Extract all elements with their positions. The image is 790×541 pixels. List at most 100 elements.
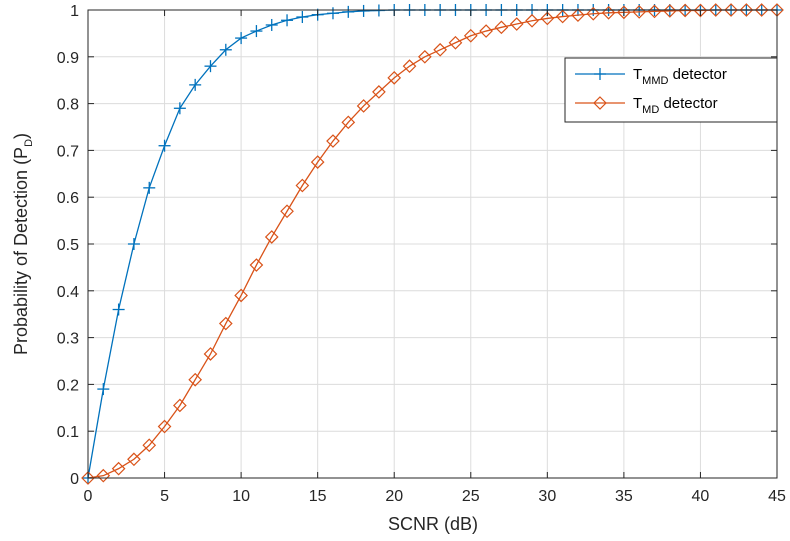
- legend-label-tmmd-tail: detector: [668, 66, 726, 83]
- data-point-tmd: [295, 178, 310, 193]
- data-point-tmd: [509, 17, 524, 31]
- data-point-tmd: [387, 71, 402, 85]
- legend: TMMD detector TMD detector: [564, 57, 778, 123]
- y-axis-title-sub: D: [23, 139, 35, 147]
- data-point-tmmd: [219, 43, 232, 56]
- data-point-tmmd: [250, 25, 263, 38]
- y-tick-label: 0.2: [57, 377, 79, 394]
- y-axis-title-main: Probability of Detection (P: [11, 147, 31, 355]
- data-point-tmd: [601, 5, 616, 20]
- x-tick-label: 30: [538, 488, 556, 505]
- data-point-tmmd: [158, 139, 171, 152]
- legend-marker-shape-tmmd: [594, 68, 606, 80]
- data-point-tmd: [693, 3, 708, 18]
- y-tick-label: 1: [70, 3, 79, 20]
- legend-label-tmmd-main: T: [633, 66, 642, 83]
- x-tick-label: 25: [462, 488, 480, 505]
- data-point-tmd: [111, 461, 126, 476]
- y-tick-label: 0.6: [57, 190, 79, 207]
- y-tick-label: 0.8: [57, 97, 79, 114]
- data-point-tmd: [555, 9, 570, 24]
- data-point-tmmd: [357, 4, 370, 17]
- data-point-tmd: [708, 3, 723, 17]
- data-point-tmmd: [281, 14, 294, 27]
- x-tick-label: 0: [84, 488, 93, 505]
- y-tick-label: 0.9: [57, 50, 79, 67]
- legend-marker-tmd: [593, 96, 607, 110]
- x-tick-label: 45: [768, 488, 786, 505]
- data-point-tmmd: [127, 238, 140, 250]
- data-point-tmd: [218, 316, 233, 331]
- x-axis-title: SCNR (dB): [388, 514, 478, 534]
- data-point-tmd: [586, 6, 601, 21]
- data-point-tmd: [264, 230, 279, 244]
- data-point-tmmd: [189, 78, 202, 91]
- data-point-tmmd: [97, 383, 110, 396]
- data-point-tmd: [96, 468, 111, 483]
- data-point-tmd: [173, 398, 187, 413]
- data-point-tmd: [724, 3, 738, 17]
- legend-label-tmmd: TMMD detector: [633, 66, 727, 87]
- y-axis-title-tail: ): [11, 133, 31, 139]
- data-point-tmd: [234, 288, 248, 303]
- data-point-tmmd: [342, 5, 355, 18]
- tick-labels: 0 5 10 15 20 25 30 35 40 45 0 0.1 0.2 0.3 0.4 0.5 0.6 0.7…: [57, 3, 786, 505]
- y-tick-label: 0.1: [57, 424, 79, 441]
- data-point-tmd: [402, 59, 417, 74]
- legend-marker-tmmd: [594, 68, 606, 80]
- legend-box: [564, 57, 778, 123]
- series-line-tmd: [87, 9, 777, 479]
- data-point-tmd: [326, 134, 340, 148]
- data-point-tmd: [157, 419, 172, 434]
- x-tick-label: 10: [232, 488, 250, 505]
- data-point-tmd: [341, 115, 356, 130]
- data-point-tmd: [754, 3, 769, 17]
- y-tick-label: 0: [70, 471, 79, 488]
- y-tick-label: 0.4: [57, 284, 79, 301]
- data-point-tmmd: [112, 303, 125, 316]
- data-point-tmd: [188, 372, 203, 387]
- data-point-tmmd: [143, 181, 156, 194]
- x-tick-label: 20: [385, 488, 403, 505]
- x-tick-label: 5: [160, 488, 169, 505]
- legend-label-tmd-sub: MD: [642, 104, 659, 116]
- data-point-tmd: [647, 4, 662, 19]
- axis-ticks: [87, 9, 778, 479]
- data-point-tmmd: [204, 60, 217, 73]
- data-point-tmd: [356, 99, 371, 113]
- x-tick-label: 15: [309, 488, 327, 505]
- data-point-tmd: [142, 438, 157, 453]
- data-point-tmd: [540, 11, 555, 26]
- data-point-tmd: [433, 42, 448, 57]
- x-tick-label: 40: [692, 488, 710, 505]
- data-point-tmmd: [326, 7, 339, 20]
- data-point-tmmd: [265, 18, 278, 31]
- data-point-tmd: [662, 4, 677, 18]
- legend-label-tmd: TMD detector: [633, 95, 718, 116]
- data-point-tmd: [81, 471, 95, 485]
- data-point-tmd: [571, 8, 585, 22]
- data-point-tmd: [372, 85, 386, 99]
- y-axis-title: Probability of Detection (PD): [11, 133, 35, 355]
- data-point-tmmd: [296, 11, 309, 24]
- series-markers-tmd: [81, 3, 784, 485]
- data-point-tmd: [494, 20, 509, 35]
- data-point-tmd: [448, 35, 463, 50]
- data-point-tmd: [739, 3, 754, 17]
- data-point-tmmd: [235, 32, 248, 45]
- data-point-tmd: [463, 28, 478, 43]
- data-point-tmd: [678, 3, 692, 18]
- legend-label-tmd-tail: detector: [659, 95, 717, 112]
- data-point-tmd: [479, 24, 493, 38]
- y-tick-label: 0.3: [57, 331, 79, 348]
- data-point-tmd: [127, 452, 141, 467]
- legend-marker-shape-tmd: [593, 96, 607, 110]
- legend-label-tmd-main: T: [633, 95, 642, 112]
- data-point-tmd: [249, 258, 264, 272]
- y-tick-label: 0.5: [57, 237, 79, 254]
- data-point-tmd: [203, 347, 218, 361]
- data-point-tmd: [417, 49, 432, 64]
- y-tick-label: 0.7: [57, 143, 79, 160]
- legend-label-tmmd-sub: MMD: [642, 75, 668, 87]
